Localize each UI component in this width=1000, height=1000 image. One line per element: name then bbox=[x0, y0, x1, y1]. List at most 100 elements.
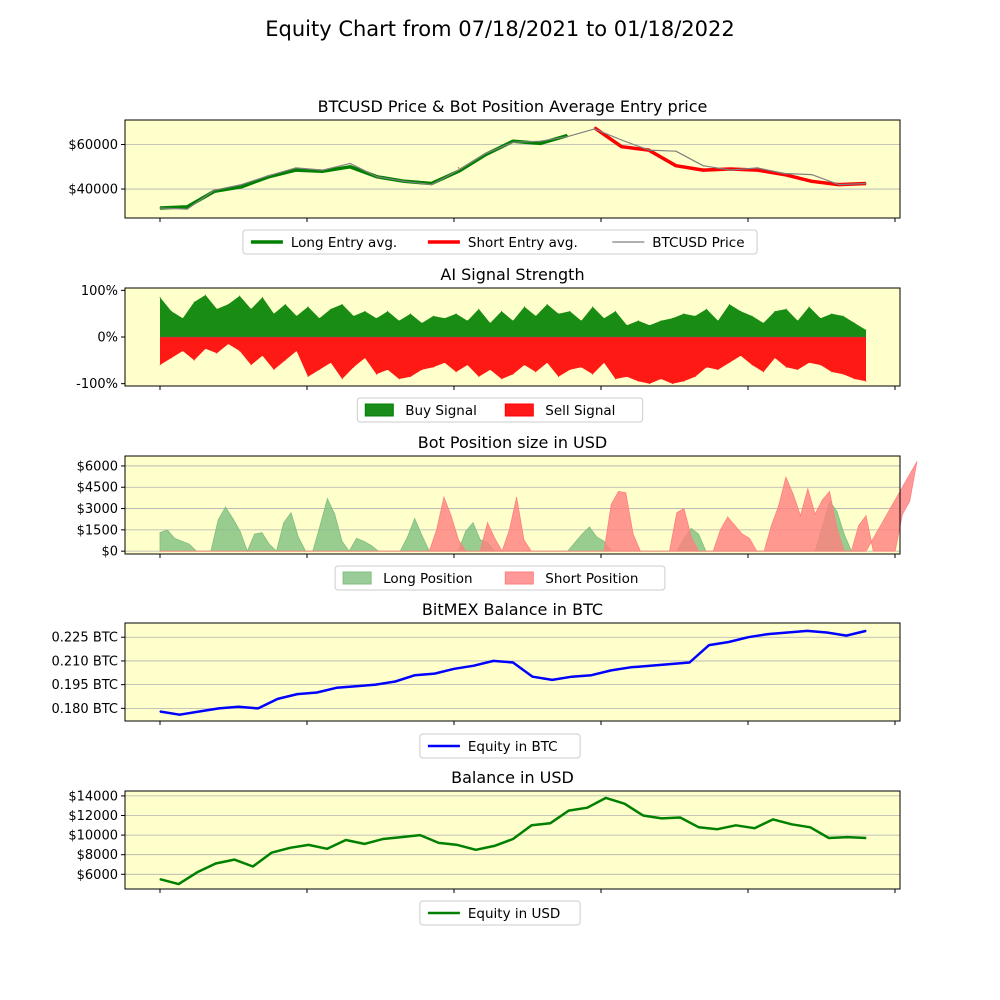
data-point bbox=[450, 515, 452, 517]
data-point bbox=[316, 691, 318, 694]
data-point bbox=[618, 491, 619, 492]
data-point bbox=[487, 522, 488, 524]
legend-label: Equity in USD bbox=[468, 906, 560, 922]
data-point bbox=[649, 383, 651, 385]
data-point bbox=[159, 710, 161, 713]
data-point bbox=[800, 515, 801, 517]
panel-title: Bot Position size in USD bbox=[418, 433, 607, 452]
data-point bbox=[523, 364, 525, 366]
data-point bbox=[829, 491, 831, 492]
data-point bbox=[647, 550, 649, 552]
data-point bbox=[539, 140, 541, 142]
data-point bbox=[683, 508, 685, 509]
data-point bbox=[203, 550, 205, 552]
data-point bbox=[217, 550, 219, 552]
data-point bbox=[166, 550, 168, 552]
data-point bbox=[851, 550, 852, 552]
data-point bbox=[414, 518, 416, 519]
panel-title: BitMEX Balance in BTC bbox=[422, 600, 603, 619]
legend: Long Position Short Position bbox=[334, 565, 666, 591]
data-point bbox=[159, 364, 161, 366]
data-point bbox=[233, 859, 235, 861]
data-point bbox=[603, 362, 605, 364]
data-point bbox=[523, 306, 525, 308]
legend-box bbox=[334, 565, 666, 591]
data-point bbox=[842, 373, 844, 375]
data-point bbox=[763, 322, 764, 324]
data-point bbox=[270, 852, 273, 854]
data-point bbox=[675, 150, 677, 152]
data-point bbox=[854, 322, 856, 324]
data-point bbox=[589, 550, 590, 552]
data-point bbox=[250, 308, 252, 310]
chart-panel-2: AI Signal Strength 100% 0% -100% Buy Signal S… bbox=[76, 265, 901, 423]
data-point bbox=[458, 167, 460, 169]
data-point bbox=[603, 550, 605, 552]
data-point bbox=[698, 550, 699, 552]
legend: Buy Signal Sell Signal bbox=[356, 397, 644, 423]
data-point bbox=[262, 355, 263, 357]
data-point bbox=[706, 366, 707, 368]
chart-panel-1: BTCUSD Price & Bot Position Average Entr… bbox=[68, 97, 901, 255]
data-point bbox=[188, 543, 190, 545]
data-point bbox=[170, 310, 172, 312]
data-point bbox=[218, 707, 220, 709]
legend-label: Buy Signal bbox=[405, 403, 477, 419]
data-point bbox=[421, 535, 423, 536]
data-point bbox=[569, 369, 571, 371]
data-point bbox=[632, 533, 634, 535]
data-point bbox=[215, 862, 217, 865]
data-point bbox=[586, 807, 588, 809]
legend-label: Long Entry avg. bbox=[291, 235, 397, 251]
data-point bbox=[475, 849, 477, 851]
legend-swatch bbox=[364, 403, 394, 417]
data-point bbox=[545, 550, 547, 552]
data-point bbox=[159, 550, 161, 552]
data-point bbox=[828, 837, 830, 839]
data-point bbox=[205, 294, 206, 296]
data-point bbox=[410, 376, 411, 378]
y-tick-label: 0.180 BTC bbox=[51, 702, 118, 717]
data-point bbox=[683, 313, 685, 315]
data-point bbox=[763, 371, 764, 373]
data-point bbox=[193, 359, 195, 361]
data-point bbox=[478, 308, 480, 310]
data-point bbox=[821, 499, 823, 501]
data-point bbox=[467, 364, 468, 366]
data-point bbox=[240, 186, 243, 188]
data-point bbox=[399, 550, 401, 552]
data-point bbox=[239, 530, 241, 532]
data-point bbox=[756, 167, 758, 169]
data-point bbox=[312, 550, 314, 552]
data-point bbox=[610, 669, 612, 672]
data-point bbox=[751, 315, 753, 317]
data-point bbox=[276, 550, 277, 552]
data-point bbox=[567, 550, 568, 552]
data-point bbox=[785, 308, 787, 310]
data-point bbox=[831, 313, 833, 315]
data-point bbox=[566, 136, 568, 138]
data-point bbox=[376, 176, 378, 178]
chart-panel-3: Bot Position size in USD $0 $1500 $3000 $450… bbox=[77, 433, 918, 591]
data-point bbox=[363, 550, 365, 552]
data-point bbox=[237, 706, 240, 708]
data-point bbox=[227, 303, 229, 305]
data-point bbox=[865, 515, 867, 517]
data-point bbox=[535, 371, 537, 373]
data-point bbox=[741, 533, 743, 535]
data-point bbox=[916, 461, 918, 463]
legend-box bbox=[356, 397, 644, 423]
data-point bbox=[297, 536, 299, 538]
plot-frame bbox=[124, 287, 901, 387]
data-point bbox=[740, 355, 742, 357]
data-point bbox=[432, 315, 434, 317]
data-point bbox=[623, 803, 626, 805]
data-point bbox=[843, 533, 845, 535]
data-point bbox=[455, 313, 457, 315]
data-point bbox=[262, 296, 263, 298]
data-point bbox=[901, 513, 903, 515]
data-point bbox=[387, 310, 389, 312]
data-point bbox=[295, 167, 297, 169]
data-point bbox=[581, 533, 583, 535]
data-point bbox=[865, 329, 867, 331]
